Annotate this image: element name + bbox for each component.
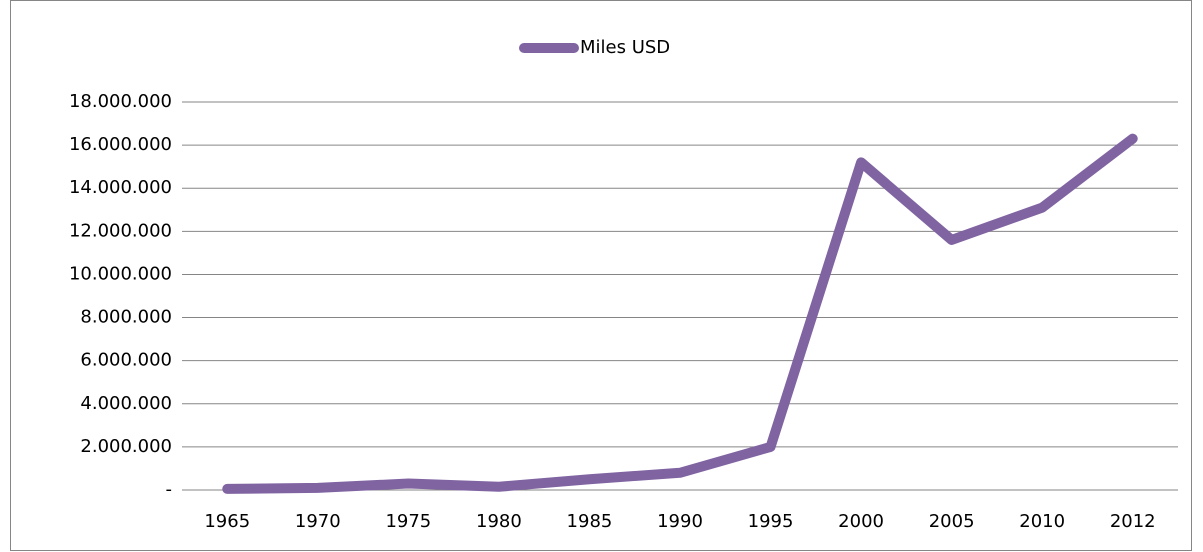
x-tick-label: 2000 [838, 511, 884, 532]
x-tick-label: 1995 [748, 511, 794, 532]
y-tick-label: - [166, 479, 173, 500]
legend-label: Miles USD [580, 37, 670, 58]
data-line [222, 133, 1138, 494]
x-tick-label: 1970 [295, 511, 341, 532]
y-tick-label: 18.000.000 [69, 91, 172, 112]
x-tick-label: 2005 [929, 511, 975, 532]
y-tick-label: 2.000.000 [80, 436, 172, 457]
y-tick-label: 16.000.000 [69, 134, 172, 155]
y-tick-label: 6.000.000 [80, 350, 172, 371]
y-tick-label: 12.000.000 [69, 220, 172, 241]
x-tick-label: 2012 [1110, 511, 1156, 532]
y-tick-label: 10.000.000 [69, 263, 172, 284]
y-tick-label: 4.000.000 [80, 393, 172, 414]
x-tick-label: 2010 [1019, 511, 1065, 532]
chart-border [10, 0, 1192, 551]
x-tick-label: 1975 [385, 511, 431, 532]
x-tick-label: 1985 [567, 511, 613, 532]
x-tick-label: 1980 [476, 511, 522, 532]
x-tick-label: 1990 [657, 511, 703, 532]
x-tick-label: 1965 [204, 511, 250, 532]
y-tick-label: 14.000.000 [69, 177, 172, 198]
y-tick-label: 8.000.000 [80, 307, 172, 328]
